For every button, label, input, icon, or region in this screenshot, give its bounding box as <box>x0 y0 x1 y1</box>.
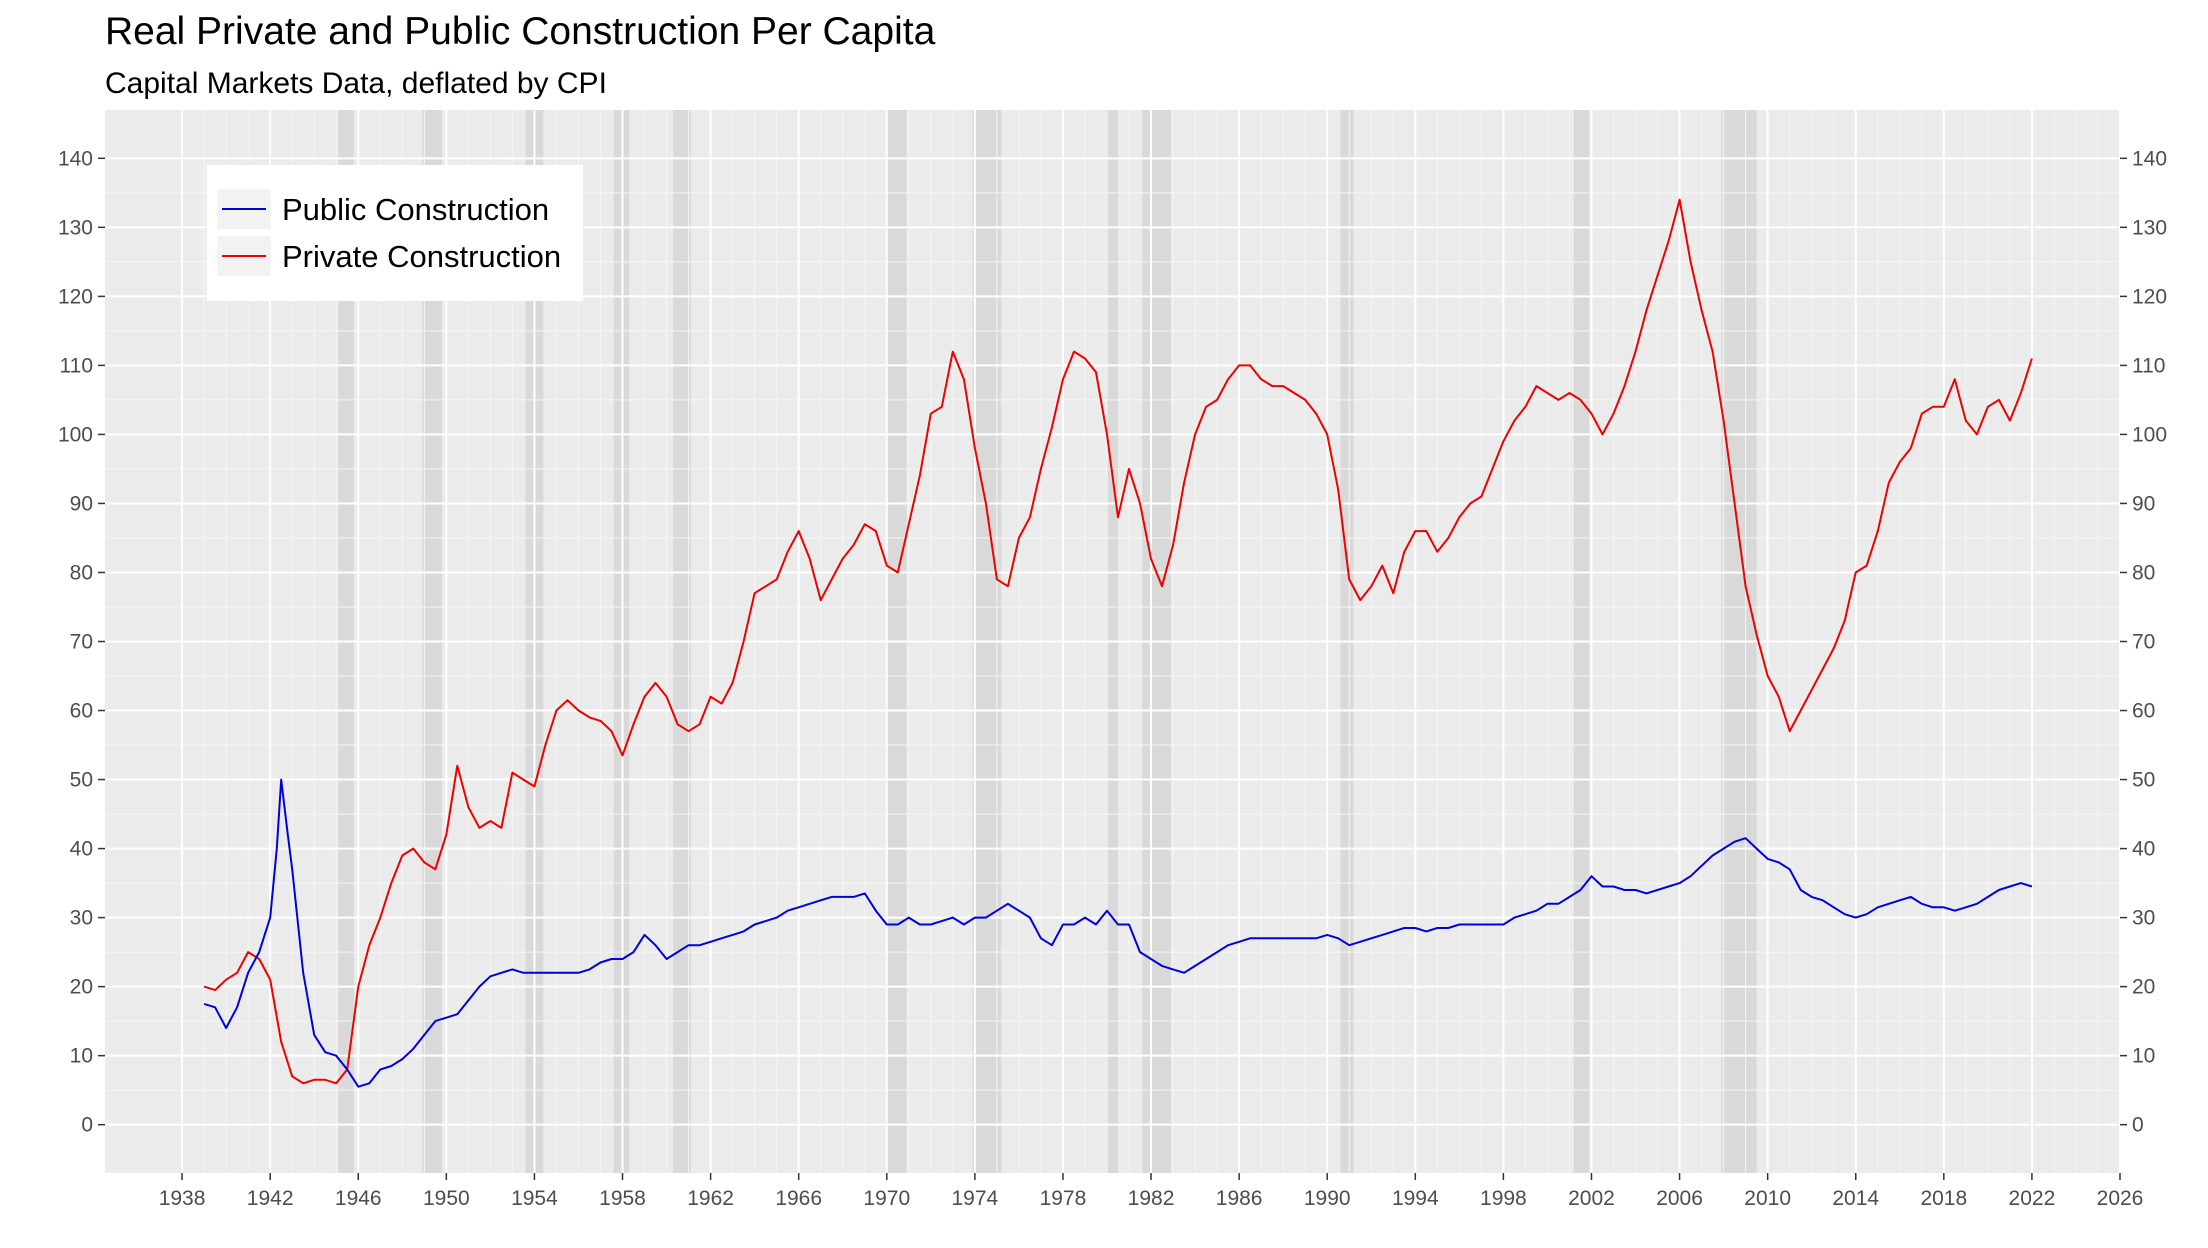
y-tick-label-left: 60 <box>70 700 93 723</box>
x-tick-label: 2018 <box>1920 1187 1967 1210</box>
x-tick-label: 2006 <box>1656 1187 1703 1210</box>
y-tick-label-right: 40 <box>2132 838 2155 861</box>
y-tick-label-right: 120 <box>2132 285 2167 308</box>
y-tick-label-left: 130 <box>58 216 93 239</box>
y-tick-label-right: 0 <box>2132 1114 2144 1137</box>
axes: 1938 1942 1946 1950 1954 1958 1962 1966 1970 1974… <box>58 147 2167 1210</box>
y-tick-label-right: 140 <box>2132 147 2167 170</box>
y-tick-label-right: 10 <box>2132 1045 2155 1068</box>
y-tick-label-right: 30 <box>2132 907 2155 930</box>
y-tick-label-left: 30 <box>70 907 93 930</box>
y-tick-label-right: 90 <box>2132 492 2155 515</box>
y-tick-label-right: 20 <box>2132 976 2155 999</box>
chart-title: Real Private and Public Construction Per… <box>105 10 936 53</box>
x-tick-label: 1942 <box>247 1187 294 1210</box>
x-tick-label: 2022 <box>2009 1187 2056 1210</box>
x-tick-label: 1962 <box>687 1187 734 1210</box>
x-tick-label: 1998 <box>1480 1187 1527 1210</box>
series-line-0 <box>203 198 2033 1085</box>
y-tick-label-left: 0 <box>81 1114 93 1137</box>
chart-subtitle: Capital Markets Data, deflated by CPI <box>105 67 607 100</box>
y-tick-label-right: 80 <box>2132 561 2155 584</box>
y-tick-label-right: 60 <box>2132 700 2155 723</box>
x-tick-label: 1946 <box>335 1187 382 1210</box>
x-tick-label: 1974 <box>952 1187 999 1210</box>
legend-label: Private Construction <box>282 239 561 274</box>
y-tick-label-right: 100 <box>2132 423 2167 446</box>
y-tick-label-left: 110 <box>60 354 93 377</box>
y-tick-label-left: 90 <box>70 492 93 515</box>
y-tick-label-right: 50 <box>2132 769 2155 792</box>
y-tick-label-left: 20 <box>70 976 93 999</box>
y-tick-label-left: 100 <box>58 423 93 446</box>
x-tick-label: 2014 <box>1832 1187 1879 1210</box>
x-tick-label: 1970 <box>863 1187 910 1210</box>
y-tick-label-left: 70 <box>70 631 93 654</box>
y-tick-label-left: 120 <box>58 285 93 308</box>
x-tick-label: 1938 <box>159 1187 206 1210</box>
y-tick-label-right: 70 <box>2132 631 2155 654</box>
x-tick-label: 1978 <box>1040 1187 1087 1210</box>
y-tick-label-left: 80 <box>70 561 93 584</box>
y-tick-label-left: 50 <box>70 769 93 792</box>
x-tick-label: 1990 <box>1304 1187 1351 1210</box>
series-lines <box>203 198 2033 1088</box>
legend: Public Construction Private Construction <box>207 165 583 301</box>
x-tick-label: 1982 <box>1128 1187 1175 1210</box>
x-tick-label: 1958 <box>599 1187 646 1210</box>
legend-box <box>207 165 583 301</box>
x-tick-label: 2026 <box>2097 1187 2144 1210</box>
x-tick-label: 1994 <box>1392 1187 1439 1210</box>
series-line-1 <box>203 778 2033 1088</box>
y-tick-label-left: 140 <box>58 147 93 170</box>
y-tick-label-left: 40 <box>70 838 93 861</box>
y-tick-label-right: 110 <box>2132 354 2165 377</box>
y-tick-label-right: 130 <box>2132 216 2167 239</box>
x-tick-label: 1986 <box>1216 1187 1263 1210</box>
y-tick-label-left: 10 <box>70 1045 93 1068</box>
x-tick-label: 1954 <box>511 1187 558 1210</box>
x-tick-label: 1950 <box>423 1187 470 1210</box>
x-tick-label: 1966 <box>775 1187 822 1210</box>
x-tick-label: 2010 <box>1744 1187 1791 1210</box>
x-tick-label: 2002 <box>1568 1187 1615 1210</box>
legend-label: Public Construction <box>282 192 549 227</box>
